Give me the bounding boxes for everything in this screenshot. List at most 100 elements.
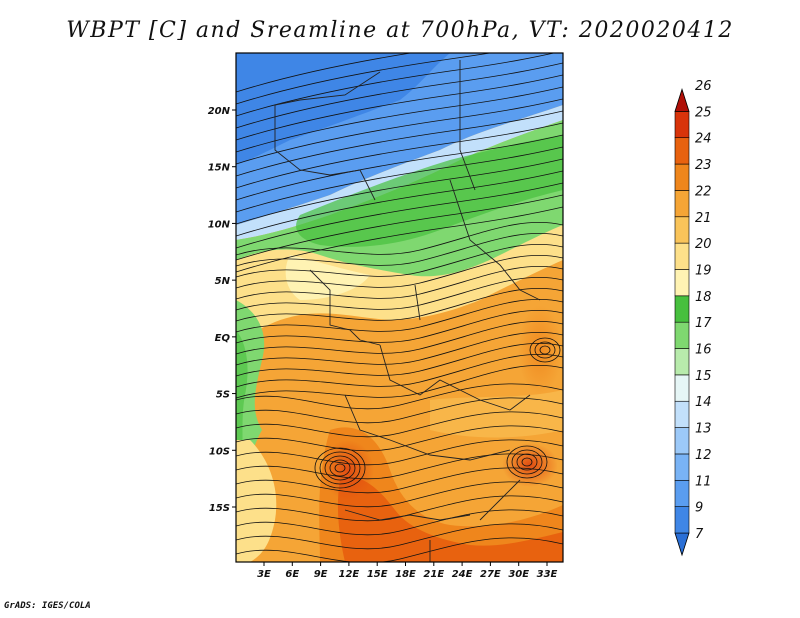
colorbar-min-triangle <box>674 532 690 557</box>
streamline <box>236 194 563 261</box>
lon-tick-label: 24E <box>452 569 473 580</box>
streamline <box>236 309 563 344</box>
lon-tick-label: 33E <box>537 569 558 580</box>
colorbar-label: 15 <box>695 369 712 384</box>
vortex-streamline <box>511 449 543 475</box>
vortex-streamline <box>539 345 551 355</box>
colorbar-label: 25 <box>695 105 712 120</box>
streamline <box>236 254 563 289</box>
streamline <box>236 182 563 249</box>
colorbar-segment <box>674 111 690 139</box>
lat-tick-label: 15N <box>208 163 231 174</box>
streamline <box>236 122 563 189</box>
vortex-streamline <box>314 447 366 489</box>
vortex-streamline <box>319 451 361 485</box>
streamline <box>236 206 563 273</box>
vortex-streamline <box>521 457 533 467</box>
latitude-ticks: 20N 15N 10N 5N EQ 5S 10S 15S <box>208 106 236 514</box>
vortex-streamline <box>534 341 556 359</box>
vortex-streamline <box>334 463 346 473</box>
streamline <box>236 221 563 256</box>
lat-tick-label: 20N <box>208 106 231 117</box>
streamline <box>236 232 563 267</box>
streamline <box>236 74 563 141</box>
lon-tick-label: 18E <box>395 569 416 580</box>
streamline <box>236 383 563 410</box>
streamline <box>236 158 563 225</box>
streamline <box>236 170 563 237</box>
country-borders <box>274 60 541 562</box>
streamline <box>236 537 563 562</box>
lon-tick-label: 9E <box>314 569 328 580</box>
lat-tick-label: 10N <box>208 219 231 230</box>
colorbar-segment <box>674 348 690 376</box>
grads-credit: GrADS: IGES/COLA <box>4 601 91 611</box>
colorbar-segment <box>674 242 690 270</box>
colorbar-segment <box>674 453 690 481</box>
colorbar-segment <box>674 479 690 507</box>
colorbar-segment <box>674 374 690 402</box>
colorbar-label: 24 <box>695 132 712 147</box>
vortex-streamline <box>529 337 561 363</box>
colorbar-label: 11 <box>695 474 712 489</box>
lat-tick-label: 10S <box>209 446 230 457</box>
streamline <box>236 342 563 377</box>
lat-tick-label: 5S <box>216 390 230 401</box>
colorbar-segment <box>674 137 690 165</box>
streamline <box>236 98 563 165</box>
colorbar-max-triangle <box>674 88 690 112</box>
lon-tick-label: 21E <box>423 569 444 580</box>
colorbar-label: 9 <box>695 501 703 516</box>
streamline <box>236 320 563 355</box>
colorbar-label: 7 <box>695 527 704 542</box>
longitude-ticks: 3E 6E 9E 12E 15E 18E 21E 24E 27E 30E 33E <box>257 562 558 580</box>
colorbar-segment <box>674 269 690 297</box>
colorbar-segment <box>674 321 690 349</box>
colorbar-label: 21 <box>695 211 712 226</box>
colorbar-label: 14 <box>695 395 712 410</box>
colorbar-segment <box>674 400 690 428</box>
lat-tick-label: 15S <box>209 503 230 514</box>
streamline <box>236 110 563 177</box>
streamline <box>236 439 563 466</box>
colorbar-segment <box>674 506 690 534</box>
lon-tick-label: 3E <box>257 569 271 580</box>
streamline <box>236 86 563 153</box>
colorbar-label: 13 <box>695 422 712 437</box>
streamline <box>236 265 563 300</box>
streamline <box>236 331 563 366</box>
streamline <box>236 425 563 452</box>
colorbar-label: 19 <box>695 263 712 278</box>
colorbar-label: 16 <box>695 343 712 358</box>
colorbar-segment <box>674 295 690 323</box>
vortex-streamline <box>324 455 356 481</box>
streamline <box>236 411 563 438</box>
colorbar-label: 12 <box>695 448 712 463</box>
vortex-streamline <box>516 453 538 471</box>
streamline <box>236 509 563 536</box>
streamline <box>236 134 563 201</box>
lon-tick-label: 15E <box>367 569 388 580</box>
colorbar-segment <box>674 427 690 455</box>
colorbar-label: 18 <box>695 290 712 305</box>
colorbar: 7 9 11 12 13 14 15 16 17 18 19 20 21 22 23 24 25 26 <box>674 79 712 557</box>
streamline <box>236 467 563 494</box>
streamline <box>236 287 563 322</box>
lon-tick-label: 12E <box>339 569 360 580</box>
lon-tick-label: 27E <box>480 569 501 580</box>
lat-tick-label: EQ <box>215 333 231 344</box>
streamline <box>236 53 414 93</box>
lon-tick-label: 30E <box>508 569 529 580</box>
streamline <box>236 243 563 278</box>
colorbar-segment <box>674 216 690 244</box>
streamline <box>236 62 563 129</box>
streamline <box>236 364 563 399</box>
lat-tick-label: 5N <box>215 276 231 287</box>
colorbar-label: 22 <box>695 184 712 199</box>
streamline <box>236 276 563 311</box>
streamlines <box>236 53 563 562</box>
vortex-streamline <box>329 459 351 477</box>
colorbar-label: 20 <box>695 237 712 252</box>
vortex-streamline <box>506 445 548 479</box>
